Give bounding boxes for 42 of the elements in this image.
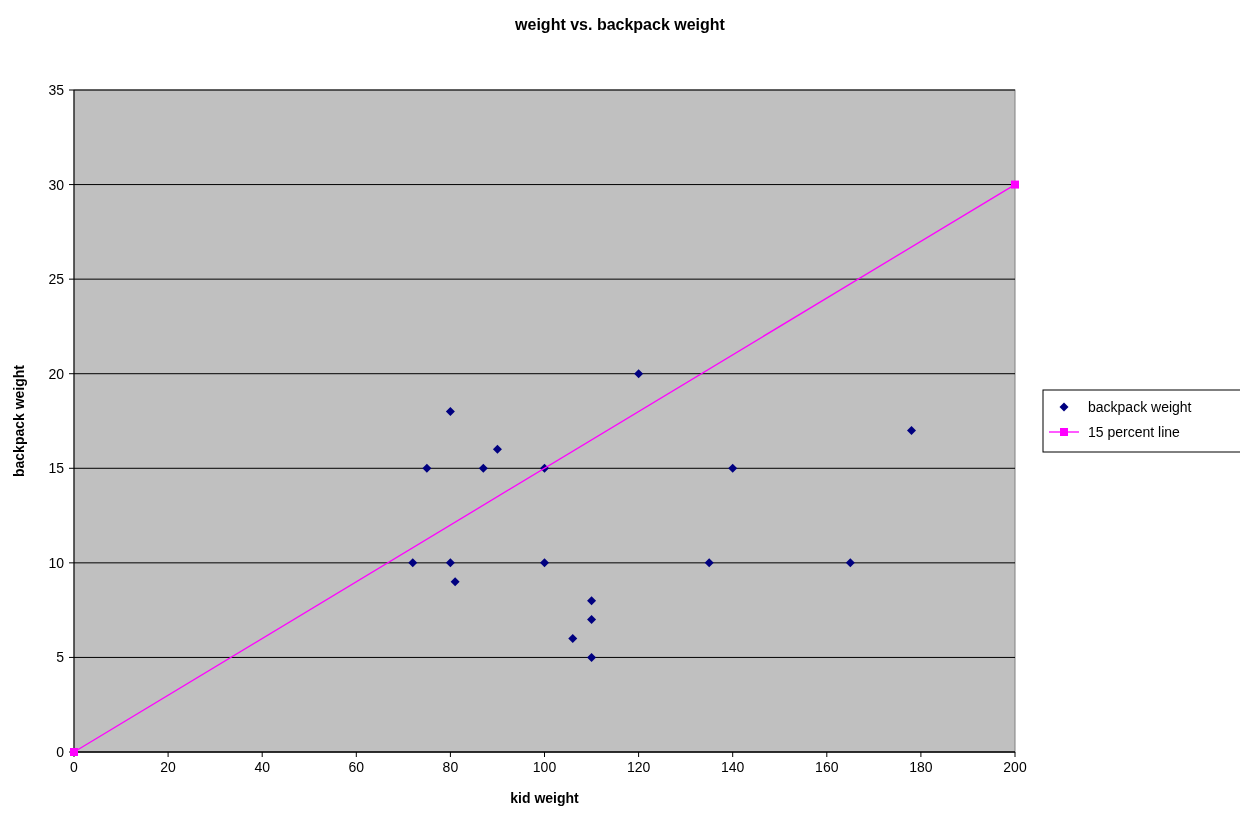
x-tick-label: 80 — [442, 759, 459, 775]
y-tick-label: 10 — [48, 554, 65, 571]
point — [728, 463, 738, 473]
x-tick-label: 140 — [721, 759, 745, 775]
point — [568, 634, 578, 644]
y-tick-label: 5 — [56, 649, 65, 666]
y-axis-title: backpack weight — [11, 364, 27, 478]
point — [478, 463, 488, 473]
x-tick-label: 60 — [348, 759, 365, 775]
point — [634, 369, 644, 379]
point — [450, 577, 460, 587]
y-tick-label: 15 — [48, 460, 65, 477]
x-tick-label: 120 — [626, 759, 651, 775]
x-tick-label: 180 — [909, 759, 933, 775]
point — [445, 558, 455, 568]
point — [587, 596, 597, 606]
x-tick-label: 160 — [815, 759, 839, 775]
point — [704, 558, 714, 568]
point — [408, 558, 418, 568]
x-axis-title: kid weight — [510, 790, 580, 806]
legend-label: 15 percent line — [1088, 424, 1181, 440]
x-tick-label: 100 — [532, 759, 557, 775]
legend-label: backpack weight — [1088, 399, 1192, 415]
chart-title: weight vs. backpack weight — [514, 16, 726, 33]
y-tick-label: 35 — [48, 82, 65, 98]
point — [422, 463, 432, 473]
point — [492, 444, 502, 454]
point — [1011, 180, 1019, 189]
x-tick-label: 200 — [1003, 759, 1027, 775]
y-tick-label: 25 — [48, 271, 65, 288]
y-tick-label: 20 — [48, 365, 65, 382]
y-tick-label: 30 — [48, 176, 65, 193]
point — [906, 425, 916, 435]
x-tick-label: 20 — [160, 759, 177, 775]
point — [587, 615, 597, 625]
x-tick-label: 0 — [70, 759, 79, 775]
y-tick-label: 0 — [56, 744, 65, 760]
point — [587, 652, 597, 662]
point — [540, 558, 549, 568]
x-tick-label: 40 — [254, 759, 271, 775]
point — [445, 407, 455, 417]
point — [845, 558, 855, 568]
